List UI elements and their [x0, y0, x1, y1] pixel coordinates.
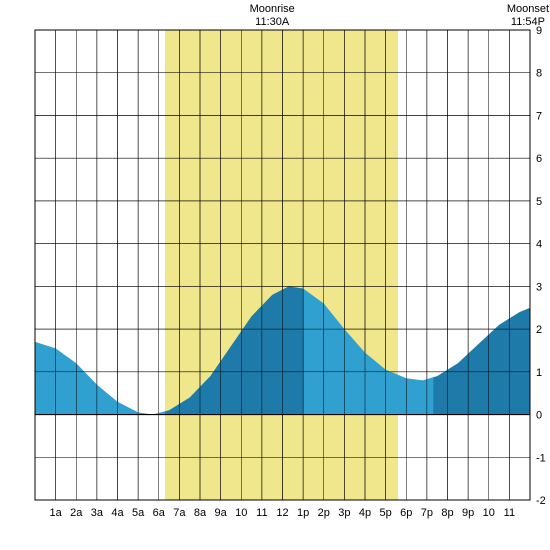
svg-text:4: 4	[536, 239, 542, 251]
svg-text:11: 11	[504, 507, 515, 519]
svg-text:8p: 8p	[441, 507, 453, 519]
tide-chart: -2-101234567891a2a3a4a5a6a7a8a9a1011121p…	[0, 0, 550, 550]
svg-text:12: 12	[276, 507, 288, 519]
svg-text:Moonset: Moonset	[507, 3, 549, 15]
chart-svg: -2-101234567891a2a3a4a5a6a7a8a9a1011121p…	[0, 0, 550, 550]
svg-text:3p: 3p	[338, 507, 350, 519]
svg-text:-2: -2	[536, 495, 546, 507]
svg-text:4p: 4p	[359, 507, 371, 519]
svg-text:2p: 2p	[318, 507, 330, 519]
svg-text:0: 0	[536, 410, 542, 422]
svg-text:10: 10	[235, 507, 247, 519]
svg-text:1: 1	[536, 367, 542, 379]
svg-text:8a: 8a	[194, 507, 207, 519]
svg-text:5p: 5p	[380, 507, 392, 519]
svg-text:9a: 9a	[215, 507, 228, 519]
svg-text:5: 5	[536, 196, 542, 208]
svg-text:6p: 6p	[400, 507, 412, 519]
svg-text:2: 2	[536, 324, 542, 336]
svg-text:11:30A: 11:30A	[255, 16, 290, 28]
svg-text:5a: 5a	[132, 507, 145, 519]
svg-text:7a: 7a	[173, 507, 186, 519]
svg-text:7: 7	[536, 110, 542, 122]
svg-text:6: 6	[536, 153, 542, 165]
svg-text:-1: -1	[536, 452, 546, 464]
svg-text:Moonrise: Moonrise	[250, 3, 295, 15]
svg-text:7p: 7p	[421, 507, 433, 519]
svg-text:8: 8	[536, 68, 542, 80]
svg-text:11:54P: 11:54P	[511, 16, 545, 28]
svg-text:4a: 4a	[111, 507, 124, 519]
svg-text:3: 3	[536, 281, 542, 293]
svg-text:1a: 1a	[50, 507, 63, 519]
svg-text:11: 11	[256, 507, 267, 519]
svg-text:10: 10	[483, 507, 495, 519]
svg-text:3a: 3a	[91, 507, 104, 519]
svg-text:1p: 1p	[297, 507, 309, 519]
svg-text:9p: 9p	[462, 507, 474, 519]
svg-text:2a: 2a	[70, 507, 83, 519]
svg-text:6a: 6a	[153, 507, 166, 519]
